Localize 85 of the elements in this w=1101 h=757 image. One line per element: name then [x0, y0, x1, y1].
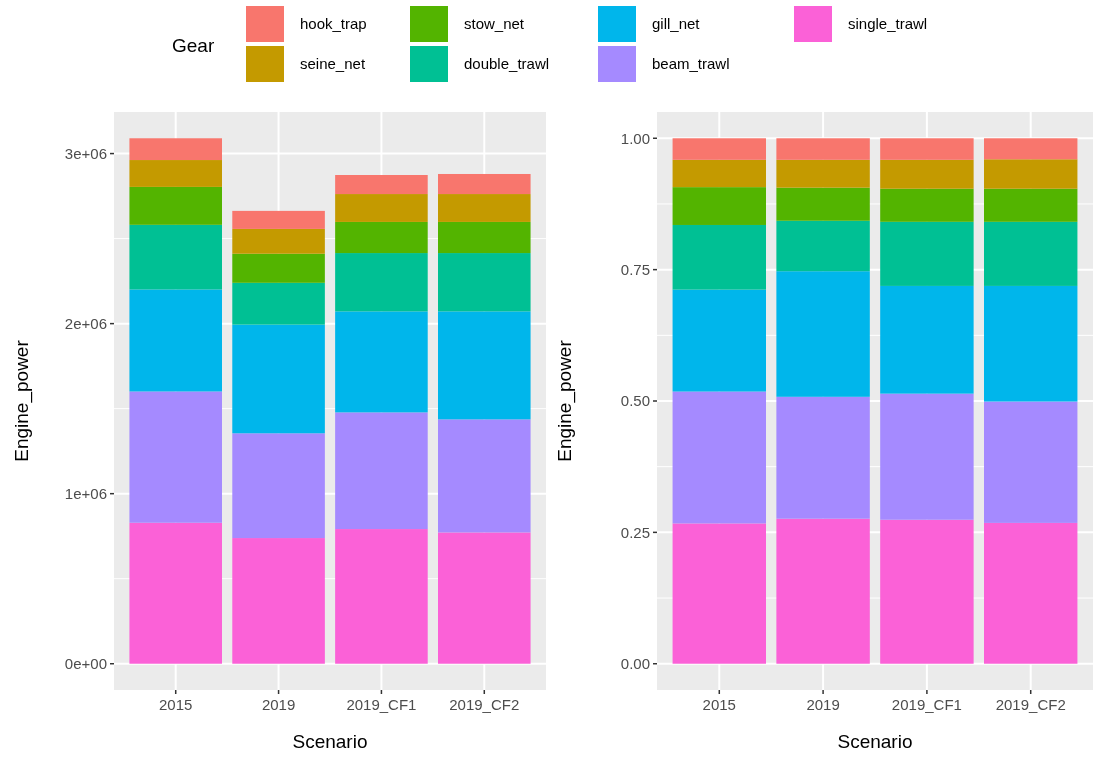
bar: [335, 529, 428, 664]
bar: [232, 253, 325, 283]
x-tick-label: 2019_CF1: [346, 696, 417, 713]
bar: [672, 523, 766, 664]
y-tick-label: 0e+00: [64, 654, 107, 672]
bar: [335, 221, 428, 254]
bar: [129, 138, 222, 161]
bar: [335, 194, 428, 222]
bar: [672, 289, 766, 392]
bar: [438, 221, 531, 254]
bar: [984, 138, 1078, 160]
legend-label: stow_net: [464, 15, 525, 33]
x-tick-label: 2019: [806, 696, 840, 713]
bar: [129, 522, 222, 664]
bar: [438, 253, 531, 312]
bar: [776, 396, 870, 519]
bar: [129, 391, 222, 523]
bar: [232, 433, 325, 539]
bar: [880, 159, 974, 189]
legend-label: gill_net: [652, 15, 701, 33]
bar: [232, 228, 325, 254]
y-tick-label: 0.00: [620, 654, 650, 672]
bar: [776, 271, 870, 397]
bar: [776, 518, 870, 664]
bar: [880, 221, 974, 286]
legend-label: hook_trap: [300, 15, 367, 33]
bar: [232, 282, 325, 325]
bar: [232, 324, 325, 434]
bar: [776, 187, 870, 221]
legend-label: single_trawl: [848, 15, 928, 33]
x-tick-label: 2015: [159, 696, 193, 713]
bar: [984, 522, 1078, 664]
bar: [984, 401, 1078, 523]
bar: [776, 138, 870, 160]
x-axis-title: Scenario: [837, 731, 913, 752]
x-tick-label: 2019: [261, 696, 296, 713]
bar: [438, 194, 531, 222]
bar: [880, 519, 974, 664]
x-tick-label: 2019_CF2: [995, 696, 1066, 713]
bar: [672, 224, 766, 290]
y-tick-label: 1.00: [620, 129, 650, 147]
bar: [672, 391, 766, 524]
bar: [880, 393, 974, 520]
bar: [129, 224, 222, 290]
bar: [880, 285, 974, 394]
x-tick-label: 2019_CF1: [891, 696, 962, 713]
bar: [335, 175, 428, 195]
bar: [335, 412, 428, 530]
bar: [129, 186, 222, 225]
bar: [335, 311, 428, 413]
bar: [232, 210, 325, 229]
y-tick-label: 2e+06: [64, 314, 107, 332]
bar: [672, 159, 766, 188]
bar: [984, 159, 1078, 189]
y-axis-title: Engine_power: [554, 339, 576, 462]
x-tick-label: 2019_CF2: [449, 696, 520, 713]
y-tick-label: 0.25: [620, 523, 650, 541]
bar: [880, 138, 974, 160]
bar: [438, 419, 531, 533]
x-tick-label: 2015: [702, 696, 736, 713]
legend-label: beam_trawl: [652, 55, 730, 73]
bar: [880, 188, 974, 222]
y-tick-label: 1e+06: [64, 484, 107, 502]
bar: [129, 289, 222, 392]
y-tick-label: 0.75: [620, 260, 650, 278]
y-tick-label: 0.50: [620, 392, 650, 410]
bar: [438, 311, 531, 420]
bar: [672, 187, 766, 225]
bar: [232, 538, 325, 664]
legend-label: double_trawl: [464, 55, 550, 73]
legend-title: Gear: [172, 35, 215, 56]
bar: [776, 159, 870, 188]
bar: [129, 160, 222, 187]
bar: [438, 173, 531, 195]
bar: [984, 188, 1078, 222]
bar: [335, 253, 428, 312]
bar: [984, 285, 1078, 402]
bar: [776, 220, 870, 272]
legend-label: seine_net: [300, 55, 366, 73]
bar: [438, 532, 531, 664]
bar: [984, 221, 1078, 286]
x-axis-title: Scenario: [292, 731, 368, 752]
y-tick-label: 3e+06: [64, 144, 107, 162]
y-axis-title: Engine_power: [11, 339, 33, 462]
bar: [672, 138, 766, 160]
